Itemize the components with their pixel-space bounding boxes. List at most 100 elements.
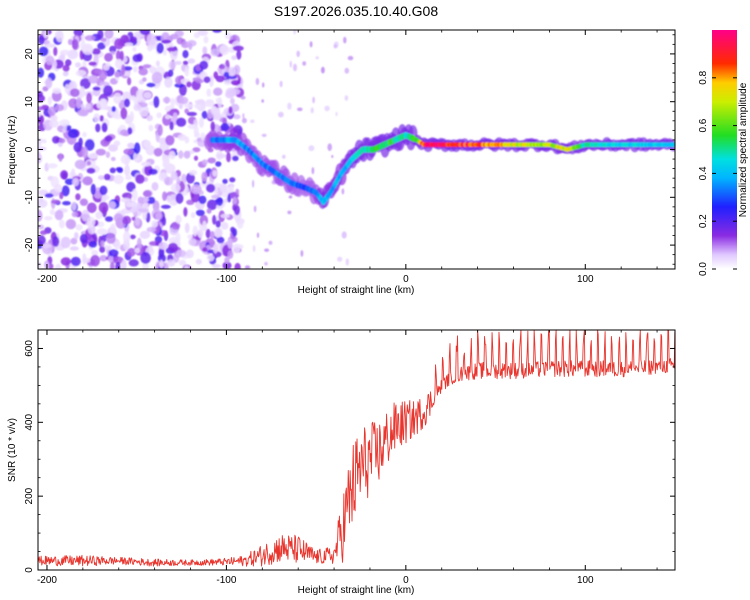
heatmap-noise-blob [169,121,174,131]
heatmap-noise-blob [110,261,115,269]
heatmap-noise-blob [133,151,140,163]
heatmap-noise-blob [54,184,63,193]
heatmap-noise-blob [184,265,190,269]
heatmap-noise-blob [115,50,121,61]
heatmap-noise-blob [84,139,95,151]
heatmap-noise-blob [60,170,69,180]
heatmap-noise-blob [206,254,215,262]
heatmap-noise-blob [64,178,75,185]
heatmap-noise-blob [102,64,110,71]
heatmap-noise-blob [216,153,227,159]
heatmap-noise-blob [97,30,104,40]
heatmap-noise-blob [293,30,296,35]
heatmap-noise-blob [162,216,166,226]
heatmap-noise-blob [110,156,116,162]
heatmap-noise-blob [38,94,45,103]
snr-y-axis-label: SNR (10 * v/v) [7,418,18,482]
heatmap-noise-blob [71,201,77,211]
heatmap-noise-blob [287,210,292,215]
heatmap-noise-blob [203,36,209,44]
heatmap-noise-blob [73,142,82,153]
colorbar-tick-label: 0.4 [698,166,709,180]
heatmap-noise-blob [300,250,304,257]
heatmap-noise-blob [42,138,47,144]
heatmap-noise-blob [111,106,116,112]
heatmap-noise-blob [287,102,292,110]
heatmap-noise-blob [38,106,44,111]
heatmap-noise-blob [148,168,158,175]
heatmap-noise-blob [227,238,233,249]
heatmap-noise-blob [113,213,124,223]
heatmap-noise-blob [184,66,190,77]
heatmap-noise-blob [241,117,247,124]
heatmap-noise-blob [141,161,151,167]
heatmap-noise-blob [228,106,233,114]
heatmap-noise-blob [250,119,255,124]
heatmap-noise-blob [210,48,220,57]
heatmap-noise-blob [135,88,146,101]
heatmap-noise-blob [130,95,137,101]
y-tick-label: 600 [24,340,35,357]
heatmap-noise-blob [82,253,87,265]
heatmap-noise-blob [221,222,229,230]
heatmap-noise-blob [77,109,89,117]
heatmap-noise-blob [229,177,236,183]
heatmap-noise-blob [135,174,145,184]
heatmap-noise-blob [240,95,246,100]
colorbar-tick-label: 0.8 [698,70,709,84]
heatmap-noise-blob [347,55,354,61]
heatmap-noise-blob [225,66,230,73]
heatmap-noise-blob [293,63,297,72]
heatmap-noise-blob [244,265,251,269]
heatmap-noise-blob [201,171,208,182]
heatmap-noise-blob [138,208,149,213]
heatmap-noise-blob [127,127,133,135]
heatmap-noise-blob [168,151,176,160]
heatmap-noise-blob [68,98,79,109]
heatmap-noise-blob [126,181,136,193]
heatmap-noise-blob [205,100,215,108]
heatmap-noise-blob [91,48,101,55]
heatmap-noise-blob [58,138,66,144]
heatmap-noise-blob [70,256,81,267]
x-tick-label: -100 [216,274,236,285]
heatmap-noise-blob [213,87,223,96]
heatmap-noise-blob [202,247,208,252]
heatmap-noise-blob [38,137,44,144]
heatmap-noise-blob [60,236,71,249]
heatmap-noise-blob [139,230,151,239]
heatmap-noise-blob [38,209,43,222]
heatmap-noise-blob [75,69,87,77]
heatmap-noise-blob [67,38,73,46]
heatmap-noise-blob [170,33,179,40]
heatmap-noise-blob [212,214,217,225]
heatmap-noise-blob [262,82,265,88]
heatmap-noise-blob [84,35,96,41]
heatmap-noise-blob [90,183,96,196]
heatmap-noise-blob [309,41,313,48]
heatmap-noise-blob [86,92,92,104]
heatmap-noise-blob [222,261,232,269]
heatmap-noise-blob [205,228,211,239]
heatmap-noise-blob [176,117,187,127]
heatmap-noise-blob [278,111,284,118]
heatmap-noise-blob [182,50,189,59]
heatmap-noise-blob [127,142,135,149]
heatmap-noise-blob [86,161,92,166]
heatmap-ridge-point [671,142,675,148]
heatmap-noise-blob [344,95,349,101]
colorbar-tick-label: 0.6 [698,118,709,132]
heatmap-noise-blob [133,142,141,155]
heatmap-noise-blob [296,50,301,57]
heatmap-noise-blob [236,50,242,60]
heatmap-noise-blob [62,64,70,72]
heatmap-noise-blob [190,192,201,203]
heatmap-noise-blob [215,220,221,228]
heatmap-noise-blob [216,236,225,244]
heatmap-noise-blob [74,159,86,170]
heatmap-noise-blob [233,114,241,120]
colorbar: 0.0 0.2 0.4 0.6 0.8 Normalized spectral ampl… [698,30,749,276]
heatmap-noise-blob [142,77,147,82]
heatmap-noise-blob [168,242,178,252]
